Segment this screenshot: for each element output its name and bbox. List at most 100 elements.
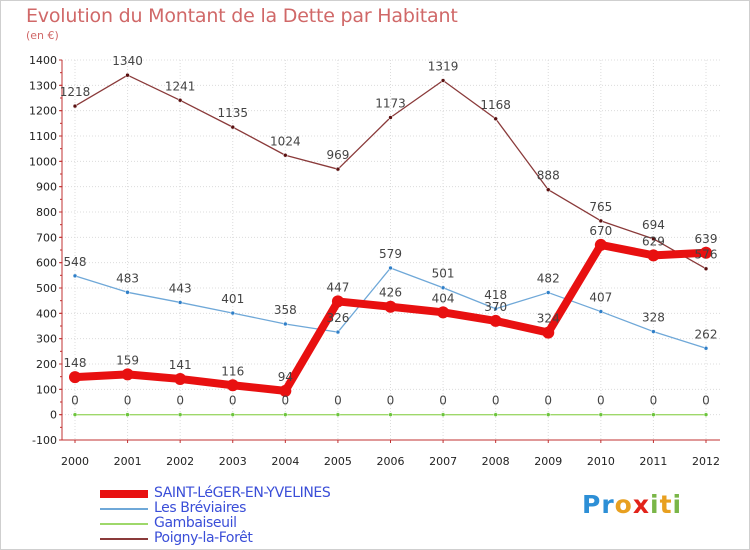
data-label-3: 1218	[60, 85, 91, 99]
x-tick-label: 2002	[166, 455, 194, 468]
legend-label: Les Bréviaires	[154, 500, 246, 516]
logo-letter: i	[672, 490, 683, 519]
data-point-3	[335, 166, 341, 172]
legend-swatch	[100, 507, 148, 510]
legend-item: Poigny-la-Forêt	[100, 530, 420, 546]
data-label-0: 629	[642, 234, 665, 248]
data-point-2	[703, 412, 709, 417]
data-label-0: 159	[116, 353, 139, 367]
data-point-0	[69, 371, 81, 384]
legend-label: Gambaiseuil	[154, 515, 237, 531]
data-point-0	[437, 306, 450, 319]
data-point-2	[177, 412, 183, 417]
data-label-1: 579	[379, 247, 402, 261]
data-label-3: 1135	[217, 106, 248, 120]
y-tick-label: 1300	[29, 79, 57, 92]
data-label-3: 694	[642, 218, 665, 232]
y-tick-label: 0	[50, 409, 57, 422]
data-point-2	[72, 412, 78, 417]
data-label-1: 418	[484, 288, 507, 302]
data-point-0	[331, 295, 344, 308]
data-label-2: 0	[124, 394, 132, 408]
data-point-3	[703, 266, 709, 271]
data-label-1: 548	[64, 255, 87, 269]
chart-title: Evolution du Montant de la Dette par Hab…	[26, 5, 458, 27]
data-point-0	[594, 238, 607, 251]
data-point-0	[279, 384, 292, 397]
data-point-1	[493, 306, 498, 312]
data-point-0	[174, 372, 187, 385]
x-tick-label: 2000	[61, 455, 89, 468]
data-label-0: 148	[64, 356, 87, 370]
data-label-1: 328	[642, 311, 665, 325]
data-point-2	[230, 412, 235, 417]
logo-letter: x	[632, 490, 650, 519]
data-label-0: 639	[695, 232, 718, 246]
y-tick-label: 1400	[29, 54, 57, 67]
x-tick-label: 2004	[271, 455, 299, 468]
data-label-2: 0	[702, 394, 710, 408]
legend-swatch	[100, 537, 148, 540]
data-point-2	[493, 412, 498, 417]
logo-letter: i	[650, 490, 660, 519]
logo-letter: r	[601, 490, 615, 519]
legend-item: Gambaiseuil	[100, 515, 420, 531]
data-label-1: 501	[432, 267, 455, 281]
data-point-0	[700, 246, 712, 259]
data-label-3: 1173	[375, 97, 406, 111]
x-tick-label: 2003	[219, 455, 247, 468]
data-label-2: 0	[71, 394, 79, 408]
y-tick-label: 600	[36, 257, 57, 270]
data-point-0	[226, 379, 239, 392]
data-point-2	[598, 412, 604, 417]
data-label-0: 324	[537, 312, 560, 326]
data-label-2: 0	[439, 394, 447, 408]
data-point-1	[651, 329, 656, 334]
data-label-3: 1241	[165, 79, 196, 93]
data-label-1: 262	[695, 327, 718, 341]
data-point-1	[125, 290, 130, 295]
data-label-0: 141	[169, 358, 192, 372]
logo-letter: P	[582, 490, 602, 519]
data-point-1	[440, 285, 446, 290]
data-label-3: 888	[537, 169, 560, 183]
data-label-3: 1024	[270, 134, 301, 148]
x-tick-label: 2001	[114, 455, 142, 468]
data-label-2: 0	[334, 394, 342, 408]
y-tick-label: -100	[32, 434, 57, 447]
data-point-0	[489, 314, 502, 327]
data-label-3: 765	[589, 200, 612, 214]
x-tick-label: 2009	[534, 455, 562, 468]
logo-letter: o	[614, 490, 633, 519]
data-point-2	[651, 412, 656, 417]
legend-item: Les Bréviaires	[100, 500, 420, 516]
data-point-3	[125, 72, 130, 78]
data-label-2: 0	[176, 394, 184, 408]
x-tick-label: 2011	[639, 455, 667, 468]
data-label-0: 370	[484, 300, 507, 314]
data-label-2: 0	[492, 394, 500, 408]
data-label-2: 0	[544, 394, 552, 408]
legend-label: Poigny-la-Forêt	[154, 530, 253, 546]
legend: SAINT-LéGER-EN-YVELINES Les Bréviaires Gam…	[100, 485, 420, 546]
data-label-1: 326	[326, 311, 349, 325]
legend-swatch	[100, 522, 148, 525]
data-label-0: 116	[221, 364, 244, 378]
data-point-1	[177, 300, 183, 305]
data-label-0: 447	[326, 280, 349, 294]
data-point-3	[440, 78, 446, 83]
data-label-2: 0	[282, 394, 290, 408]
y-tick-label: 1000	[29, 155, 57, 168]
data-label-2: 0	[597, 394, 605, 408]
data-point-3	[493, 116, 498, 122]
y-tick-label: 400	[36, 307, 57, 320]
data-point-1	[335, 329, 341, 335]
data-point-3	[598, 218, 604, 224]
data-point-2	[125, 412, 130, 417]
legend-item: SAINT-LéGER-EN-YVELINES	[100, 485, 420, 501]
data-point-1	[230, 310, 235, 316]
data-point-3	[177, 98, 183, 103]
data-point-0	[542, 326, 555, 339]
data-label-1: 482	[537, 272, 560, 286]
